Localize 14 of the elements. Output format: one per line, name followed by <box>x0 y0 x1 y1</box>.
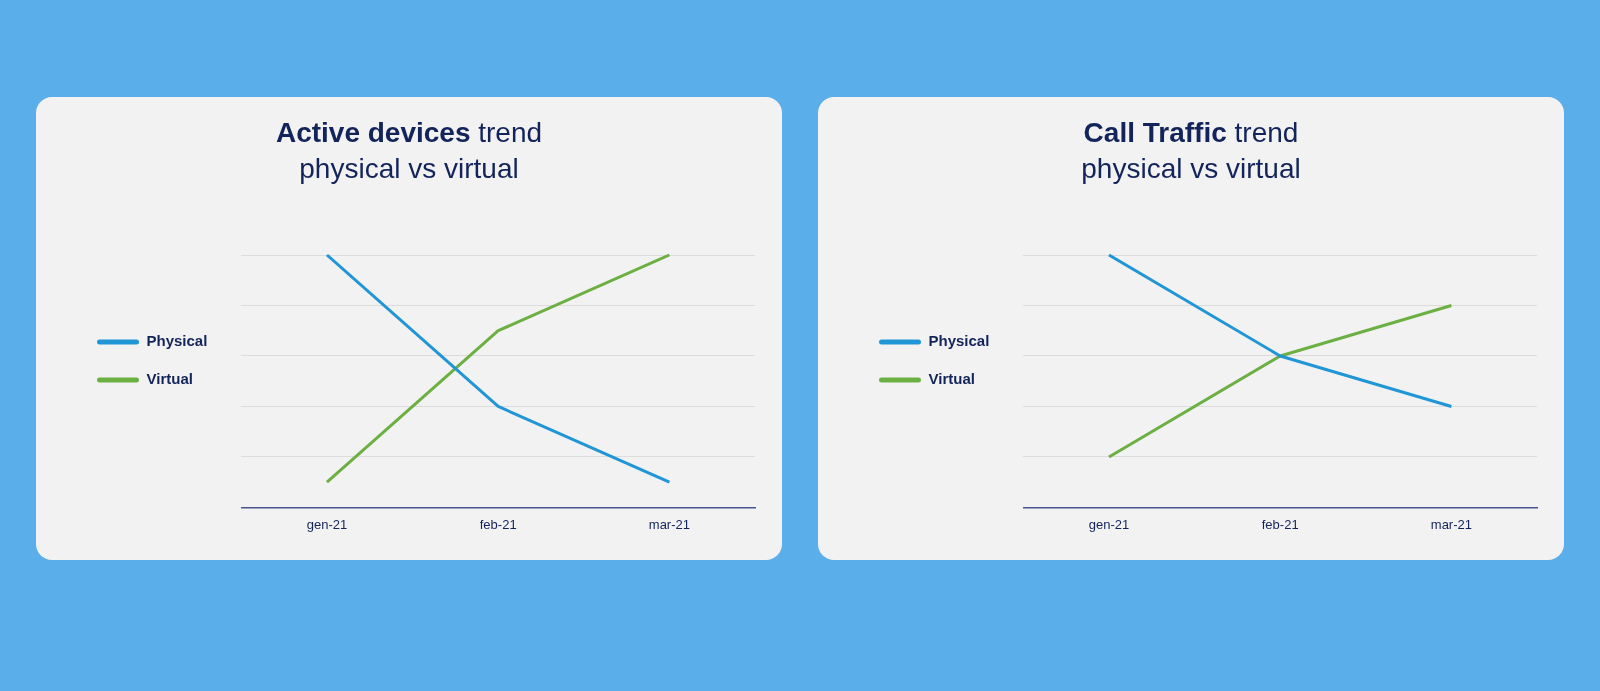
x-tick-label: gen-21 <box>1088 516 1130 532</box>
legend-label: Virtual <box>928 370 975 388</box>
x-tick-label: mar-21 <box>648 516 690 532</box>
x-tick-label: feb-21 <box>479 516 517 532</box>
chart-subtitle: physical vs virtual <box>299 153 519 184</box>
x-tick-label: gen-21 <box>306 516 348 532</box>
legend-label: Physical <box>146 332 208 350</box>
legend-label: Virtual <box>146 370 193 388</box>
x-tick-label: feb-21 <box>1261 516 1299 532</box>
chart-title: Active devices trend <box>275 117 543 148</box>
x-tick-label: mar-21 <box>1430 516 1472 532</box>
chart-title: Call Traffic trend <box>1083 117 1299 148</box>
legend-label: Physical <box>928 332 990 350</box>
chart-subtitle: physical vs virtual <box>1081 153 1301 184</box>
